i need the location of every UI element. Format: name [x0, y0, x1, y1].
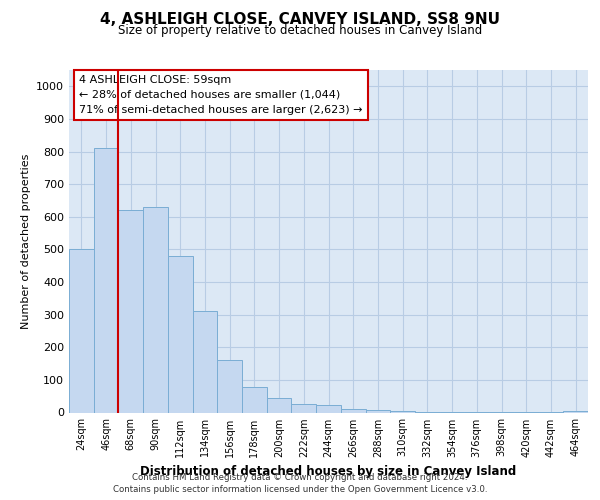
Bar — [365, 410, 390, 412]
Bar — [143, 207, 168, 412]
Bar — [94, 148, 118, 412]
X-axis label: Distribution of detached houses by size in Canvey Island: Distribution of detached houses by size … — [140, 465, 517, 478]
Text: 4, ASHLEIGH CLOSE, CANVEY ISLAND, SS8 9NU: 4, ASHLEIGH CLOSE, CANVEY ISLAND, SS8 9N… — [100, 12, 500, 28]
Bar — [267, 398, 292, 412]
Bar — [217, 360, 242, 412]
Bar — [168, 256, 193, 412]
Text: Size of property relative to detached houses in Canvey Island: Size of property relative to detached ho… — [118, 24, 482, 37]
Bar — [69, 250, 94, 412]
Bar — [316, 406, 341, 412]
Text: Contains HM Land Registry data © Crown copyright and database right 2024.
Contai: Contains HM Land Registry data © Crown c… — [113, 472, 487, 494]
Bar — [563, 411, 588, 412]
Y-axis label: Number of detached properties: Number of detached properties — [20, 154, 31, 329]
Bar — [390, 411, 415, 412]
Bar — [118, 210, 143, 412]
Bar — [292, 404, 316, 412]
Bar — [193, 312, 217, 412]
Bar — [341, 408, 365, 412]
Text: 4 ASHLEIGH CLOSE: 59sqm
← 28% of detached houses are smaller (1,044)
71% of semi: 4 ASHLEIGH CLOSE: 59sqm ← 28% of detache… — [79, 75, 363, 114]
Bar — [242, 387, 267, 412]
